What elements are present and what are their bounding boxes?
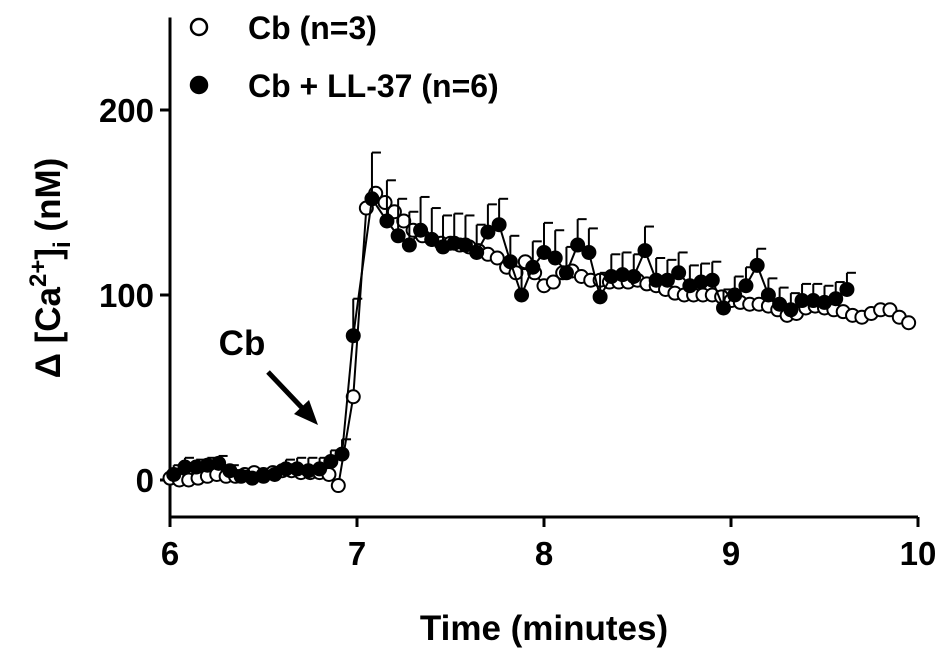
x-axis-title: Time (minutes): [420, 609, 668, 648]
data-point: [783, 302, 799, 318]
data-point: [413, 222, 429, 238]
y-tick-label: 100: [99, 277, 154, 314]
data-point: [525, 259, 541, 275]
x-tick-label: 6: [161, 535, 179, 572]
legend-label: Cb (n=3): [248, 10, 377, 46]
data-point: [457, 237, 473, 253]
data-point: [334, 446, 350, 462]
x-tick-label: 9: [722, 535, 740, 572]
x-tick-label: 10: [900, 535, 937, 572]
data-point: [704, 272, 720, 288]
data-point: [558, 265, 574, 281]
data-point: [581, 244, 597, 260]
y-tick-label: 200: [99, 92, 154, 129]
data-point: [716, 300, 732, 316]
data-point: [738, 278, 754, 294]
data-point: [211, 455, 227, 471]
data-point: [760, 287, 776, 303]
data-point: [637, 243, 653, 259]
data-point: [659, 272, 675, 288]
data-point: [489, 250, 505, 266]
data-point: [901, 315, 917, 331]
data-point: [377, 195, 393, 210]
series-line: [169, 191, 910, 488]
annotation: Cb: [219, 324, 266, 363]
data-point: [166, 466, 182, 482]
y-tick-label: 0: [136, 462, 154, 499]
legend-label: Cb + LL-37 (n=6): [248, 68, 499, 104]
legend-marker: [189, 17, 209, 37]
data-point: [727, 287, 743, 303]
data-point: [828, 291, 844, 307]
data-point: [491, 217, 507, 233]
data-point: [547, 250, 563, 266]
data-point: [469, 244, 485, 260]
data-point: [480, 224, 496, 240]
legend-marker: [189, 75, 209, 95]
data-point: [312, 461, 328, 477]
data-point: [390, 228, 406, 244]
x-tick-label: 7: [348, 535, 366, 572]
annotation-arrowhead: [294, 400, 318, 425]
data-point: [345, 328, 361, 344]
annotation-arrow: [266, 370, 308, 414]
y-axis-title-part: ]: [29, 248, 68, 260]
data-point: [330, 478, 346, 494]
y-axis-title-sub: i: [49, 241, 76, 248]
data-point: [401, 237, 417, 253]
data-point: [364, 191, 380, 207]
data-point: [545, 274, 561, 290]
x-tick-label: 8: [535, 535, 553, 572]
y-axis-title: Δ [Ca2+]i (nM): [25, 158, 76, 379]
data-point: [502, 254, 518, 270]
data-point: [671, 265, 687, 281]
data-point: [570, 237, 586, 253]
data-point: [514, 287, 530, 303]
data-point: [379, 213, 395, 229]
data-point: [839, 281, 855, 297]
y-axis-title-sup: 2+: [25, 260, 52, 287]
y-axis-title-part: Δ [Ca: [29, 286, 68, 378]
y-axis-title-part: (nM): [29, 158, 68, 242]
data-point: [424, 232, 440, 247]
data-point: [592, 289, 608, 305]
data-point: [626, 269, 642, 284]
data-point: [749, 257, 765, 273]
data-point: [323, 454, 339, 469]
